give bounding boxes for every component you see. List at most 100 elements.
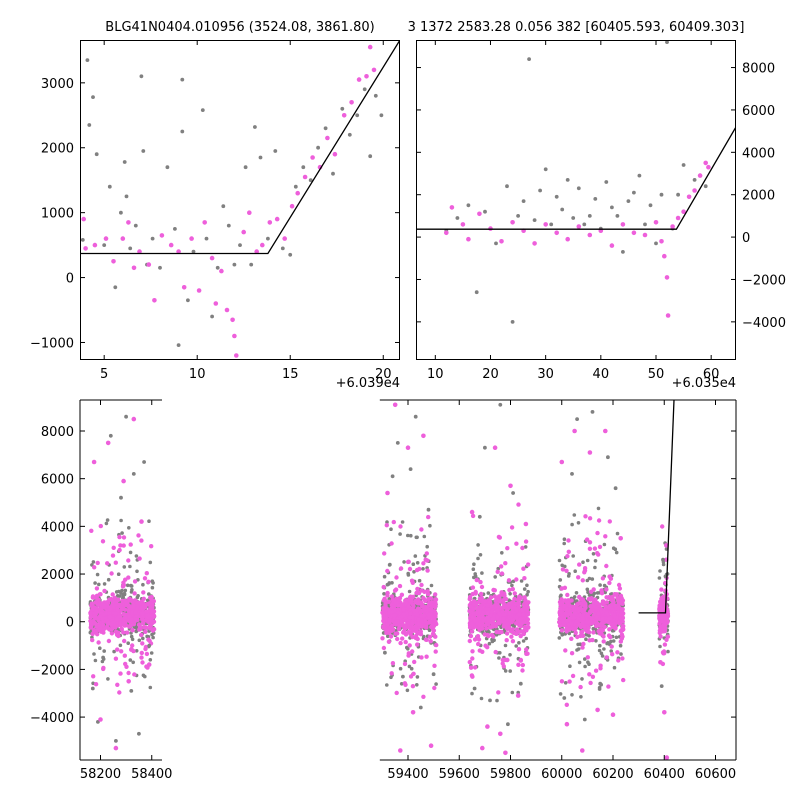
data-point — [119, 210, 123, 215]
season-point — [402, 560, 406, 564]
season-point — [662, 642, 668, 647]
season-point — [417, 566, 422, 572]
data-point — [469, 509, 475, 515]
data-point — [664, 275, 670, 280]
season-point — [497, 656, 501, 660]
season-point — [570, 522, 574, 527]
season-point — [489, 609, 495, 614]
season-point — [139, 632, 144, 638]
season-point — [428, 523, 432, 528]
season-point — [600, 616, 605, 621]
season-point — [505, 606, 510, 612]
season-point — [500, 551, 504, 555]
season-point — [112, 649, 116, 654]
season-point — [597, 631, 602, 636]
season-point — [604, 595, 609, 600]
season-point — [487, 625, 493, 630]
season-point — [597, 648, 602, 653]
season-point — [97, 623, 103, 628]
season-point — [100, 539, 106, 544]
season-point — [433, 597, 439, 602]
data-point — [449, 205, 455, 210]
season-point — [434, 642, 439, 648]
season-point — [557, 616, 563, 621]
season-point — [380, 636, 385, 641]
season-point — [128, 542, 133, 547]
season-point — [390, 581, 394, 585]
season-point — [472, 562, 476, 566]
season-point — [621, 677, 626, 683]
season-point — [98, 523, 104, 529]
season-point — [581, 641, 586, 647]
season-point — [127, 614, 132, 619]
season-point — [666, 649, 670, 654]
season-point — [423, 637, 429, 642]
season-point — [407, 595, 413, 600]
season-point — [430, 614, 435, 620]
season-point — [399, 592, 405, 597]
season-point — [518, 629, 523, 634]
season-point — [503, 596, 509, 602]
season-point — [385, 590, 390, 596]
season-point — [518, 633, 523, 639]
season-point — [600, 620, 605, 625]
y-tick-label: 2000 — [41, 568, 74, 583]
season-point — [607, 574, 612, 579]
season-point — [610, 652, 615, 657]
season-point — [140, 660, 145, 665]
season-point — [606, 684, 611, 689]
season-point — [615, 531, 620, 536]
season-point — [107, 614, 113, 620]
season-point — [429, 583, 434, 588]
season-point — [587, 540, 593, 545]
season-point — [92, 652, 96, 656]
season-point — [604, 655, 609, 660]
season-point — [597, 687, 602, 691]
data-point — [582, 717, 587, 722]
season-point — [91, 674, 96, 679]
season-point — [471, 606, 476, 611]
season-point — [139, 650, 144, 656]
season-point — [583, 603, 588, 608]
data-point — [254, 249, 259, 254]
season-point — [502, 591, 507, 596]
data-point — [610, 205, 614, 210]
season-point — [143, 674, 147, 679]
season-point — [402, 661, 408, 667]
season-point — [382, 598, 388, 603]
data-point — [413, 414, 418, 419]
season-point — [501, 605, 507, 610]
season-point — [517, 612, 522, 617]
season-point — [595, 530, 600, 536]
data-point — [604, 180, 609, 184]
season-point — [144, 651, 150, 657]
season-point — [126, 575, 131, 580]
data-point — [681, 163, 686, 167]
season-point — [507, 587, 512, 593]
season-point — [520, 662, 525, 668]
season-point — [482, 632, 487, 637]
season-point — [580, 677, 584, 681]
data-point — [421, 433, 426, 439]
season-point — [113, 560, 119, 565]
season-point — [120, 531, 124, 535]
data-point — [661, 557, 665, 562]
data-point — [173, 227, 177, 231]
season-point — [503, 643, 508, 648]
data-point — [527, 57, 531, 61]
panel-bottom: 58200 58400 59400 59600 59800 60000 60200 60400… — [30, 399, 737, 782]
data-point — [92, 242, 98, 248]
data-point — [80, 238, 85, 242]
data-point — [503, 750, 508, 756]
data-point — [308, 178, 313, 183]
season-point — [397, 583, 403, 589]
season-point — [95, 572, 100, 577]
data-point — [302, 174, 308, 180]
season-point — [93, 581, 97, 585]
season-point — [495, 569, 500, 574]
season-point — [471, 567, 476, 571]
data-point — [114, 739, 118, 743]
data-point — [383, 650, 387, 655]
season-point — [618, 612, 623, 617]
data-point — [620, 222, 626, 227]
